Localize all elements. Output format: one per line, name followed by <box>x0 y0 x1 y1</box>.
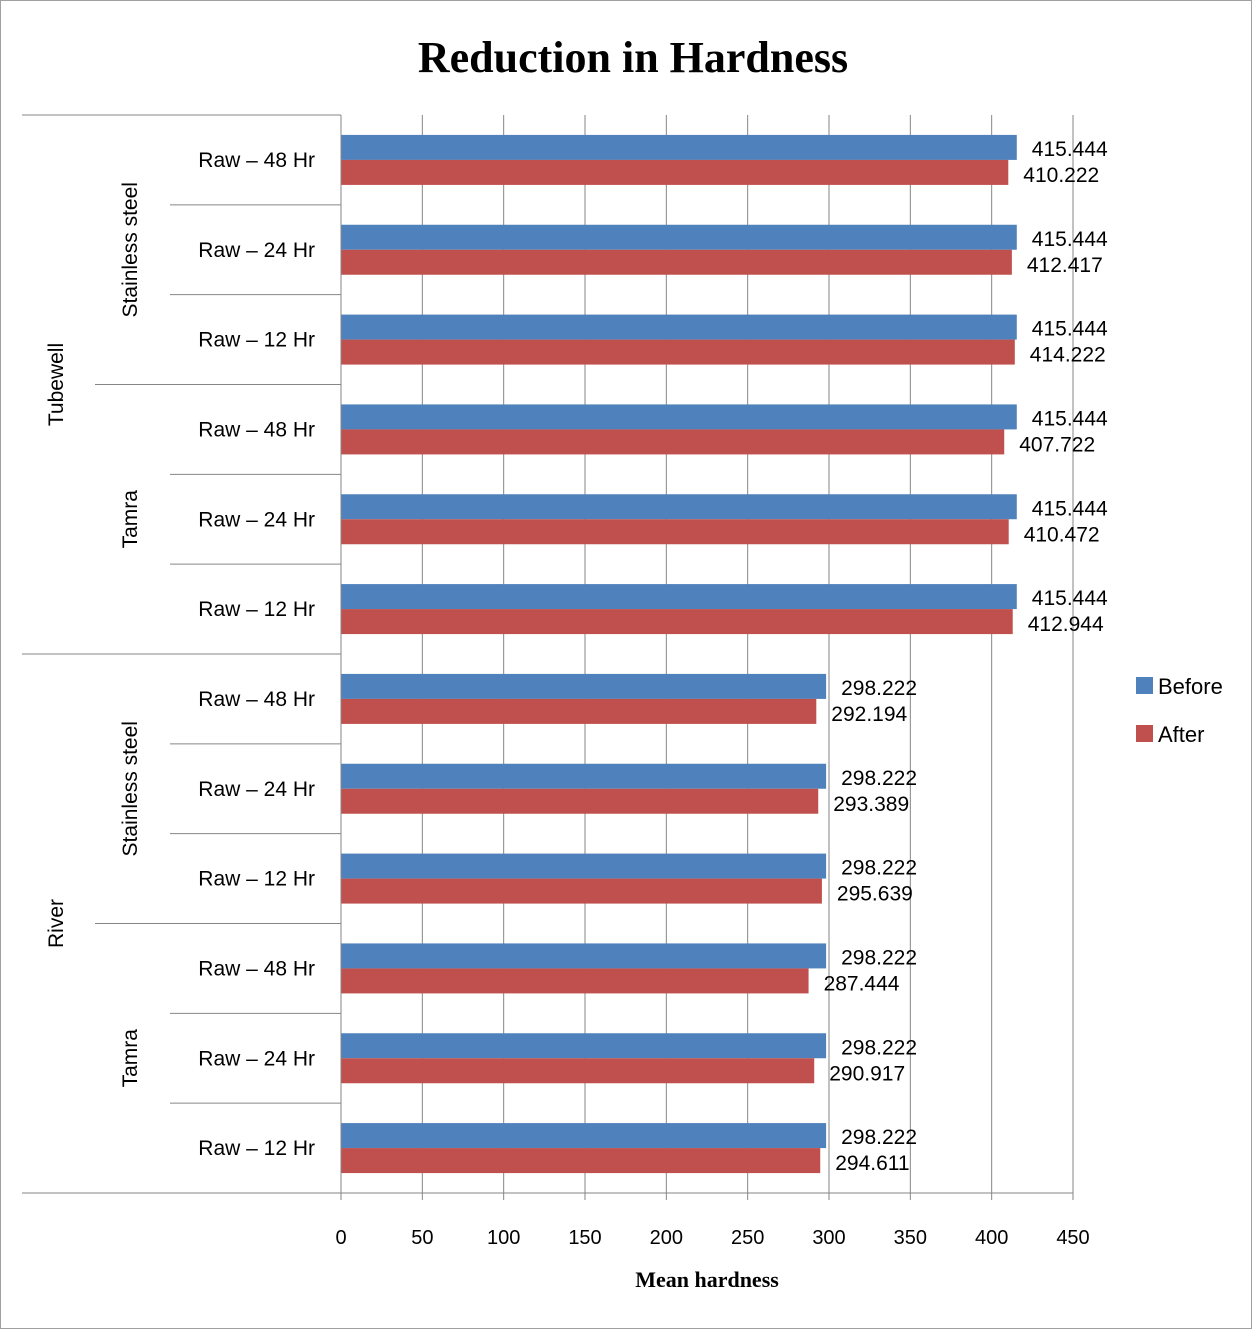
category-label: Raw – 48 Hr <box>198 688 315 711</box>
material-group-label: Stainless steel <box>119 721 142 856</box>
bar-before <box>341 494 1017 520</box>
bar-before <box>341 404 1017 430</box>
bars <box>341 134 1017 1174</box>
x-tick-label: 300 <box>812 1227 845 1249</box>
bar-before <box>341 853 827 879</box>
bar-after <box>341 339 1015 365</box>
bar-before <box>341 314 1017 340</box>
source-group-label: Tubewell <box>45 343 68 426</box>
bar-after <box>341 429 1005 455</box>
category-label: Raw – 24 Hr <box>198 778 315 801</box>
data-label-before: 415.444 <box>1032 228 1108 251</box>
bar-before <box>341 584 1017 610</box>
bar-after <box>341 159 1009 185</box>
data-label-after: 407.722 <box>1019 433 1095 456</box>
data-label-after: 295.639 <box>837 883 913 906</box>
bar-before <box>341 134 1017 160</box>
material-group-label: Tamra <box>119 490 142 549</box>
bar-after <box>341 968 809 994</box>
chart-title: Reduction in Hardness <box>418 33 848 82</box>
legend-swatch-before <box>1136 677 1153 694</box>
x-tick-label: 250 <box>731 1227 764 1249</box>
bar-before <box>341 1033 827 1059</box>
x-tick-label: 450 <box>1056 1227 1089 1249</box>
data-label-before: 298.222 <box>841 677 917 700</box>
category-label: Raw – 48 Hr <box>198 149 315 172</box>
data-label-after: 294.611 <box>835 1152 909 1175</box>
bar-after <box>341 519 1009 545</box>
data-label-before: 298.222 <box>841 857 917 880</box>
data-label-after: 287.444 <box>824 972 900 995</box>
legend-swatch-after <box>1136 725 1153 742</box>
gridlines <box>421 115 1074 1193</box>
category-label: Raw – 12 Hr <box>198 1137 315 1160</box>
x-tick-label: 400 <box>975 1227 1008 1249</box>
x-tick-label: 50 <box>411 1227 433 1249</box>
category-label: Raw – 12 Hr <box>198 868 315 891</box>
x-tick-label: 200 <box>650 1227 683 1249</box>
data-label-before: 415.444 <box>1032 407 1108 430</box>
data-label-after: 410.222 <box>1023 164 1099 187</box>
material-group-label: Stainless steel <box>119 182 142 317</box>
bar-before <box>341 943 827 969</box>
axes: 0 50 100 150 200 250 300 350 400 450 <box>22 114 1090 1249</box>
data-label-before: 298.222 <box>841 767 917 790</box>
bar-after <box>341 1058 815 1084</box>
data-label-before: 415.444 <box>1032 497 1108 520</box>
legend: Before After <box>1136 674 1223 747</box>
data-label-before: 298.222 <box>841 1126 917 1149</box>
category-label: Raw – 48 Hr <box>198 418 315 441</box>
source-group-label: River <box>45 899 68 948</box>
data-label-before: 298.222 <box>841 1036 917 1059</box>
bar-after <box>341 609 1013 635</box>
data-label-after: 293.389 <box>833 793 909 816</box>
data-label-after: 410.472 <box>1024 523 1100 546</box>
data-label-after: 292.194 <box>831 703 907 726</box>
x-tick-label: 0 <box>335 1227 346 1249</box>
material-group-label: Tamra <box>119 1029 142 1088</box>
bar-before <box>341 763 827 789</box>
bar-after <box>341 1148 821 1174</box>
bar-after <box>341 788 819 814</box>
x-tick-label: 150 <box>568 1227 601 1249</box>
data-label-after: 290.917 <box>829 1062 905 1085</box>
legend-label-before: Before <box>1158 674 1223 699</box>
category-label: Raw – 24 Hr <box>198 508 315 531</box>
category-labels: Raw – 48 Hr Raw – 24 Hr Raw – 12 Hr Raw – 4… <box>45 149 315 1160</box>
data-label-after: 412.417 <box>1027 254 1103 277</box>
data-label-after: 414.222 <box>1030 344 1106 367</box>
bar-after <box>341 698 817 724</box>
bar-before <box>341 1123 827 1149</box>
category-label: Raw – 12 Hr <box>198 329 315 352</box>
bar-after <box>341 878 822 904</box>
category-label: Raw – 24 Hr <box>198 239 315 262</box>
x-axis-title: Mean hardness <box>635 1267 779 1292</box>
data-label-after: 412.944 <box>1028 613 1104 636</box>
bar-after <box>341 249 1012 275</box>
data-label-before: 415.444 <box>1032 318 1108 341</box>
data-labels: 415.444 410.222 415.444 412.417 415.444 414.2… <box>824 138 1108 1175</box>
bar-before <box>341 673 827 699</box>
category-label: Raw – 12 Hr <box>198 598 315 621</box>
x-tick-label: 100 <box>487 1227 520 1249</box>
data-label-before: 415.444 <box>1032 138 1108 161</box>
category-label: Raw – 24 Hr <box>198 1047 315 1070</box>
legend-label-after: After <box>1158 722 1204 747</box>
category-label: Raw – 48 Hr <box>198 957 315 980</box>
data-label-before: 415.444 <box>1032 587 1108 610</box>
bar-before <box>341 224 1017 250</box>
data-label-before: 298.222 <box>841 946 917 969</box>
x-tick-label: 350 <box>894 1227 927 1249</box>
